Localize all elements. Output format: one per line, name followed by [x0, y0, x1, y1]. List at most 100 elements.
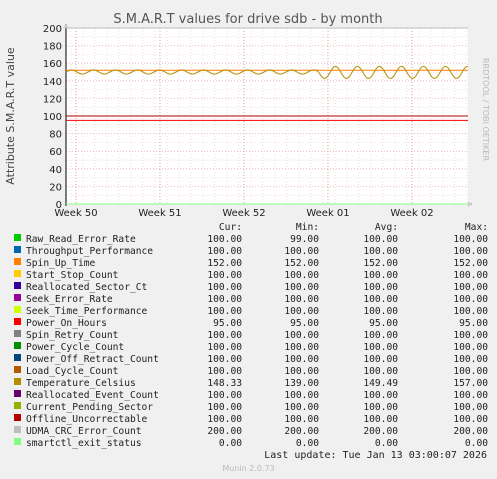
- legend-swatch: [14, 342, 21, 349]
- col-min-header: Min:: [295, 222, 319, 233]
- series-cur: 100.00: [207, 294, 242, 305]
- series-avg: 100.00: [363, 354, 398, 365]
- y-tick-label: 140: [43, 77, 62, 88]
- series-min: 100.00: [284, 402, 319, 413]
- series-max: 100.00: [453, 402, 488, 413]
- series-min: 95.00: [290, 318, 319, 329]
- series-cur: 100.00: [207, 390, 242, 401]
- series-avg: 100.00: [363, 246, 398, 257]
- legend-row: Temperature_Celsius 148.33 139.00 149.49 157…: [14, 378, 488, 390]
- series-max: 200.00: [453, 426, 488, 437]
- y-tick-label: 180: [43, 42, 62, 53]
- series-min: 100.00: [284, 414, 319, 425]
- legend-swatch: [14, 318, 21, 325]
- series-min: 100.00: [284, 354, 319, 365]
- series-max: 95.00: [459, 318, 488, 329]
- legend-swatch: [14, 258, 21, 265]
- series-min: 100.00: [284, 390, 319, 401]
- series-min: 100.00: [284, 342, 319, 353]
- legend-row: Start_Stop_Count 100.00 100.00 100.00 100.00: [14, 270, 488, 282]
- legend-swatch: [14, 378, 21, 385]
- series-max: 157.00: [453, 378, 488, 389]
- series-name: Seek_Error_Rate: [26, 294, 113, 305]
- series-cur: 100.00: [207, 354, 242, 365]
- series-max: 100.00: [453, 342, 488, 353]
- legend-header: Cur: Min: Avg: Max:: [14, 222, 488, 234]
- series-max: 0.00: [464, 438, 488, 449]
- legend-row: Reallocated_Event_Count 100.00 100.00 100.0…: [14, 390, 488, 402]
- legend-swatch: [14, 306, 21, 313]
- rrdtool-credit: RRDTOOL / TOBI OETIKER: [481, 58, 490, 161]
- legend-swatch: [14, 246, 21, 253]
- series-avg: 100.00: [363, 330, 398, 341]
- legend-swatch: [14, 402, 21, 409]
- x-tick-label: Week 02: [390, 208, 433, 219]
- series-name: UDMA_CRC_Error_Count: [26, 426, 142, 437]
- series-cur: 148.33: [207, 378, 242, 389]
- legend-swatch: [14, 366, 21, 373]
- series-min: 100.00: [284, 294, 319, 305]
- series-avg: 100.00: [363, 414, 398, 425]
- x-tick-label: Week 50: [54, 208, 97, 219]
- legend-row: Seek_Time_Performance 100.00 100.00 100.00 1…: [14, 306, 488, 318]
- legend-swatch: [14, 426, 21, 433]
- series-name: Power_Cycle_Count: [26, 342, 125, 353]
- legend-swatch: [14, 330, 21, 337]
- legend-row: Raw_Read_Error_Rate 100.00 99.00 100.00 100.…: [14, 234, 488, 246]
- series-name: Load_Cycle_Count: [26, 366, 119, 377]
- col-cur-header: Cur:: [218, 222, 242, 233]
- legend-row: smartctl_exit_status 0.00 0.00 0.00 0.00: [14, 438, 488, 450]
- col-avg-header: Avg:: [374, 222, 398, 233]
- series-line-temperature-celsius: [65, 65, 469, 80]
- series-name: Start_Stop_Count: [26, 270, 119, 281]
- series-min: 152.00: [284, 258, 319, 269]
- series-max: 100.00: [453, 366, 488, 377]
- legend-row: Power_Off_Retract_Count 100.00 100.00 100.0…: [14, 354, 488, 366]
- series-max: 100.00: [453, 294, 488, 305]
- series-avg: 152.00: [363, 258, 398, 269]
- x-tick-label: Week 01: [306, 208, 349, 219]
- legend-row: Offline_Uncorrectable 100.00 100.00 100.00 1…: [14, 414, 488, 426]
- series-min: 139.00: [284, 378, 319, 389]
- series-avg: 0.00: [374, 438, 398, 449]
- series-min: 200.00: [284, 426, 319, 437]
- munin-version: Munin 2.0.73: [222, 464, 275, 473]
- legend-swatch: [14, 282, 21, 289]
- series-avg: 100.00: [363, 342, 398, 353]
- series-avg: 100.00: [363, 366, 398, 377]
- series-cur: 100.00: [207, 282, 242, 293]
- legend-row: Power_On_Hours 95.00 95.00 95.00 95.00: [14, 318, 488, 330]
- series-max: 100.00: [453, 354, 488, 365]
- series-max: 100.00: [453, 282, 488, 293]
- series-min: 100.00: [284, 330, 319, 341]
- series-cur: 100.00: [207, 342, 242, 353]
- series-name: Temperature_Celsius: [26, 378, 136, 389]
- legend-swatch: [14, 234, 21, 241]
- y-tick-label: 40: [49, 165, 62, 176]
- series-cur: 152.00: [207, 258, 242, 269]
- y-tick-label: 60: [49, 147, 62, 158]
- series-cur: 100.00: [207, 234, 242, 245]
- series-cur: 100.00: [207, 270, 242, 281]
- series-name: Raw_Read_Error_Rate: [26, 234, 136, 245]
- y-axis-label: Attribute S.M.A.R.T value: [4, 47, 17, 185]
- series-max: 100.00: [453, 270, 488, 281]
- series-max: 100.00: [453, 306, 488, 317]
- tick-labels: 0 20 40 60 80 100 120 140 160 180 200 Week 50 Week 5…: [43, 24, 434, 219]
- legend-row: Load_Cycle_Count 100.00 100.00 100.00 100.00: [14, 366, 488, 378]
- series-avg: 100.00: [363, 402, 398, 413]
- series-avg: 100.00: [363, 294, 398, 305]
- series-avg: 100.00: [363, 390, 398, 401]
- legend-row: Seek_Error_Rate 100.00 100.00 100.00 100.00: [14, 294, 488, 306]
- series-name: Power_On_Hours: [26, 318, 107, 329]
- series-cur: 100.00: [207, 246, 242, 257]
- legend-row: Power_Cycle_Count 100.00 100.00 100.00 100.0…: [14, 342, 488, 354]
- series-cur: 100.00: [207, 414, 242, 425]
- series-avg: 200.00: [363, 426, 398, 437]
- series-name: Offline_Uncorrectable: [26, 414, 148, 425]
- series-min: 0.00: [295, 438, 319, 449]
- legend-row: Throughput_Performance 100.00 100.00 100.00…: [14, 246, 488, 258]
- legend-swatch: [14, 354, 21, 361]
- series-name: Spin_Retry_Count: [26, 330, 119, 341]
- series-max: 152.00: [453, 258, 488, 269]
